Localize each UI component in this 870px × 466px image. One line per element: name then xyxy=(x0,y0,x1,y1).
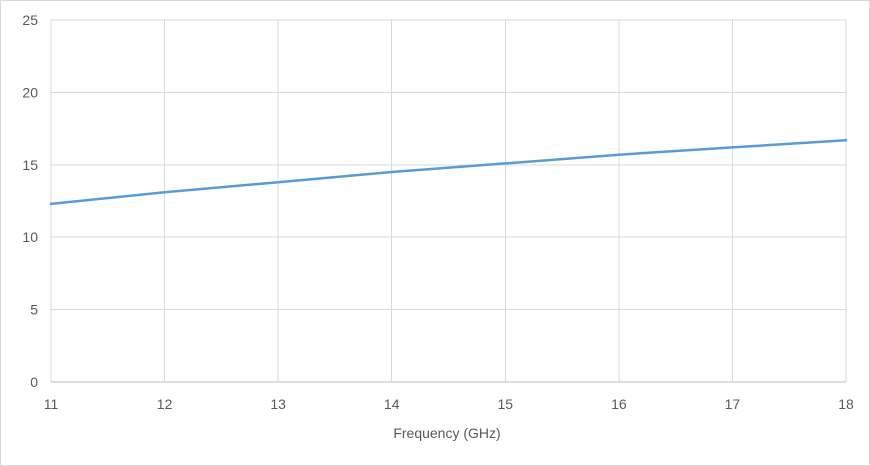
x-tick-label: 17 xyxy=(725,396,741,412)
x-tick-label: 18 xyxy=(838,396,854,412)
x-tick-label: 11 xyxy=(44,396,59,412)
grid-layer xyxy=(50,19,847,383)
y-tick-label: 15 xyxy=(22,157,38,173)
series-layer xyxy=(49,138,848,206)
y-tick-label: 0 xyxy=(30,374,38,390)
y-tick-label: 25 xyxy=(22,12,38,28)
x-tick-label: 13 xyxy=(270,396,286,412)
tick-labels: 0 5 10 15 20 25 11 12 13 14 15 16 17 18 xyxy=(22,12,854,412)
x-tick-label: 14 xyxy=(384,396,400,412)
x-tick-label: 16 xyxy=(611,396,627,412)
x-axis-title: Frequency (GHz) xyxy=(393,425,500,441)
y-tick-label: 20 xyxy=(22,84,38,100)
x-tick-label: 12 xyxy=(157,396,173,412)
y-tick-label: 10 xyxy=(22,229,38,245)
series-line-0 xyxy=(49,138,848,206)
x-tick-label: 15 xyxy=(497,396,513,412)
y-tick-label: 5 xyxy=(30,302,38,318)
